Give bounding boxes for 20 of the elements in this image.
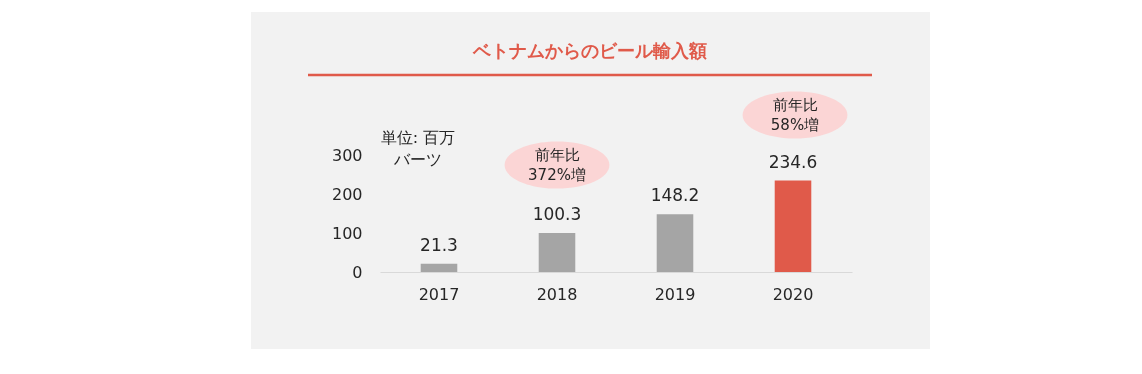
y-tick-label: 100 [331,223,363,243]
y-tick-label: 200 [331,184,363,204]
bar [420,263,458,272]
bar [774,180,812,272]
data-label: 21.3 [420,234,458,255]
text: 前年比58%増 [770,96,820,134]
x-tick-label: 2018 [536,284,578,304]
x-tick-label: 2017 [418,284,460,304]
y-axis-title: 単位: 百万バーツ [380,128,456,169]
x-tick-label: 2020 [772,284,814,304]
data-label: 234.6 [768,151,818,172]
bar [656,214,694,272]
data-label: 100.3 [532,203,582,224]
data-label: 148.2 [650,185,700,206]
annotation: 前年比372%増 [528,146,586,184]
y-tick-label: 0 [352,262,363,282]
bar [538,232,576,272]
x-tick-label: 2019 [654,284,696,304]
y-tick-label: 300 [331,145,363,165]
chart-title: ベトナムからのビール輸入額 [472,40,707,61]
